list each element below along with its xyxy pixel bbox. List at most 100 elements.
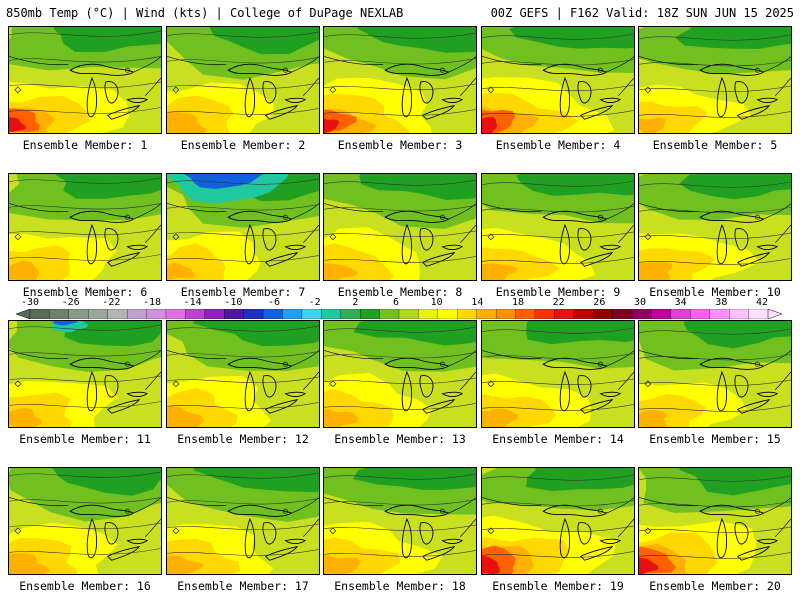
ensemble-member-label: Ensemble Member: 2 <box>180 138 306 152</box>
ensemble-member-label: Ensemble Member: 5 <box>652 138 778 152</box>
ensemble-member-label: Ensemble Member: 20 <box>649 579 781 593</box>
ensemble-map-panel <box>166 173 320 281</box>
colorbar-tick-label: 22 <box>552 297 565 308</box>
colorbar-segment <box>29 309 50 319</box>
colorbar-segment <box>554 309 575 319</box>
ensemble-member-label: Ensemble Member: 16 <box>19 579 151 593</box>
colorbar-tick-label: -6 <box>267 297 281 308</box>
colorbar-segment <box>593 309 614 319</box>
colorbar-segment <box>631 309 652 319</box>
colorbar-tick-label: -30 <box>20 297 40 308</box>
colorbar-segment <box>515 309 536 319</box>
ensemble-map-panel <box>166 26 320 134</box>
colorbar-segment <box>690 309 711 319</box>
colorbar-tick-label: -2 <box>308 297 321 308</box>
ensemble-member-label: Ensemble Member: 4 <box>495 138 621 152</box>
ensemble-member-label: Ensemble Member: 19 <box>492 579 624 593</box>
colorbar-segment <box>495 309 516 319</box>
ensemble-member-label: Ensemble Member: 8 <box>337 285 463 299</box>
header-valid-time: 00Z GEFS | F162 Valid: 18Z SUN JUN 15 20… <box>490 6 794 20</box>
colorbar-segment <box>670 309 691 319</box>
ensemble-map-panel <box>8 467 162 575</box>
ensemble-map-panel <box>8 26 162 134</box>
colorbar-tick-label: -14 <box>183 297 202 308</box>
ensemble-member-label: Ensemble Member: 6 <box>22 285 148 299</box>
ensemble-member-label: Ensemble Member: 18 <box>334 579 466 593</box>
colorbar-tick-label: 6 <box>392 297 400 308</box>
ensemble-map-panel <box>323 320 477 428</box>
colorbar-segment <box>340 309 361 319</box>
colorbar-segment <box>107 309 128 319</box>
colorbar-segment <box>379 309 400 319</box>
colorbar-tick-label: 10 <box>430 297 443 308</box>
colorbar-segment <box>262 309 283 319</box>
colorbar-tick-label: 2 <box>352 297 359 308</box>
colorbar-segment <box>729 309 750 319</box>
colorbar-segment <box>612 309 633 319</box>
ensemble-map-panel <box>481 467 635 575</box>
colorbar-segment <box>321 309 342 319</box>
ensemble-member-label: Ensemble Member: 14 <box>492 432 624 446</box>
ensemble-map-panel <box>638 320 792 428</box>
colorbar-segment <box>88 309 109 319</box>
colorbar-segment <box>243 309 264 319</box>
header-title: 850mb Temp (°C) | Wind (kts) | College o… <box>6 6 404 20</box>
ensemble-member-label: Ensemble Member: 3 <box>337 138 463 152</box>
ensemble-member-label: Ensemble Member: 9 <box>495 285 621 299</box>
colorbar-tick-label: 14 <box>471 297 484 308</box>
ensemble-map-panel <box>8 320 162 428</box>
colorbar-tick-label: -18 <box>142 297 162 308</box>
colorbar-tick-label: 42 <box>755 297 769 308</box>
colorbar-segment <box>398 309 419 319</box>
ensemble-map-panel <box>166 467 320 575</box>
ensemble-member-label: Ensemble Member: 1 <box>22 138 148 152</box>
colorbar-segment <box>165 309 186 319</box>
ensemble-member-label: Ensemble Member: 13 <box>334 432 466 446</box>
colorbar-segment <box>204 309 225 319</box>
colorbar-segment <box>146 309 167 319</box>
ensemble-member-label: Ensemble Member: 15 <box>649 432 781 446</box>
ensemble-map-panel <box>323 26 477 134</box>
ensemble-map-panel <box>166 320 320 428</box>
colorbar-segment <box>418 309 439 319</box>
colorbar-segment <box>709 309 730 319</box>
colorbar-segment <box>457 309 478 319</box>
ensemble-map-panel <box>481 320 635 428</box>
ensemble-member-label: Ensemble Member: 11 <box>19 432 151 446</box>
ensemble-map-panel <box>638 467 792 575</box>
ensemble-member-label: Ensemble Member: 10 <box>649 285 781 299</box>
ensemble-map-panel <box>323 173 477 281</box>
ensemble-map-panel <box>638 26 792 134</box>
colorbar-segment <box>476 309 497 319</box>
colorbar-segment <box>224 309 245 319</box>
ensemble-map-panel <box>481 26 635 134</box>
colorbar-segment <box>68 309 89 319</box>
colorbar-segment <box>534 309 555 319</box>
ensemble-map-panel <box>638 173 792 281</box>
ensemble-map-panel <box>481 173 635 281</box>
colorbar-tick-label: -10 <box>224 297 243 308</box>
colorbar-segment <box>748 309 769 319</box>
colorbar-segment <box>282 309 303 319</box>
colorbar-tick-label: 34 <box>674 297 687 308</box>
colorbar-tick-label: 18 <box>511 297 525 308</box>
colorbar-segment <box>437 309 458 319</box>
ensemble-map-panel <box>8 173 162 281</box>
colorbar-segment <box>185 309 206 319</box>
ensemble-map-panel <box>323 467 477 575</box>
colorbar-tick-label: 38 <box>715 297 728 308</box>
colorbar-segment <box>651 309 672 319</box>
colorbar-segment <box>49 309 70 319</box>
ensemble-member-label: Ensemble Member: 12 <box>177 432 309 446</box>
ensemble-member-label: Ensemble Member: 17 <box>177 579 309 593</box>
colorbar <box>16 309 782 319</box>
colorbar-segment <box>360 309 381 319</box>
colorbar-tick-label: -22 <box>102 297 121 308</box>
colorbar-segment <box>301 309 322 319</box>
colorbar-tick-label: -26 <box>61 297 80 308</box>
colorbar-tick-label: 30 <box>633 297 647 308</box>
colorbar-segment <box>573 309 594 319</box>
ensemble-member-label: Ensemble Member: 7 <box>180 285 306 299</box>
colorbar-tick-label: 26 <box>593 297 606 308</box>
colorbar-segment <box>126 309 147 319</box>
